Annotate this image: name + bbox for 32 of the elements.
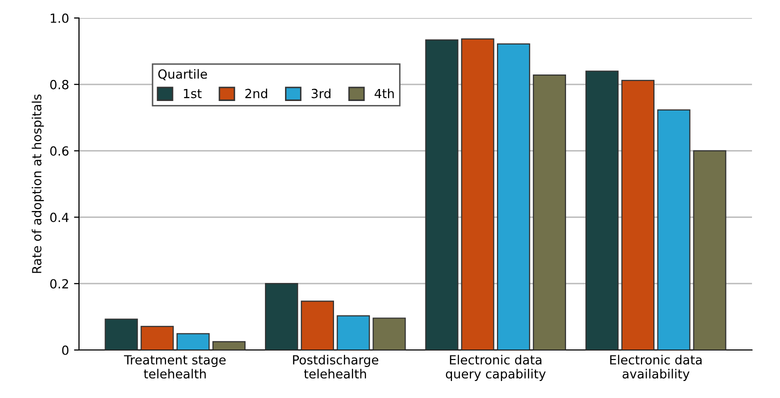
bar xyxy=(300,300,334,350)
x-tick-label: Electronic data query capability xyxy=(446,354,546,381)
legend-title: Quartile xyxy=(158,69,207,80)
bar xyxy=(693,150,726,350)
y-axis-title: Rate of adoption at hospitals xyxy=(32,94,44,273)
y-tick-label: 0.2 xyxy=(50,279,68,289)
y-tick-label: 0.4 xyxy=(50,212,69,222)
bar xyxy=(585,70,619,350)
bar xyxy=(425,39,458,350)
x-tick-label: Electronic data availability xyxy=(610,354,702,381)
bar xyxy=(176,333,210,350)
bar xyxy=(212,341,246,350)
bar xyxy=(657,109,690,350)
bar xyxy=(264,283,298,350)
x-tick-label: Treatment stage telehealth xyxy=(124,355,226,379)
y-tick-label: 0 xyxy=(62,345,68,355)
bar xyxy=(372,318,406,350)
bar xyxy=(532,74,566,350)
y-tick-label: 0.6 xyxy=(50,146,68,156)
bar xyxy=(461,38,494,350)
legend-label: 4th xyxy=(374,88,394,98)
bar xyxy=(621,80,654,350)
y-tick-label: 0.8 xyxy=(50,80,68,90)
bar xyxy=(104,318,138,350)
bar xyxy=(140,326,174,350)
legend-label: 3rd xyxy=(312,88,330,98)
bar xyxy=(336,315,370,350)
y-tick-label: 1.0 xyxy=(50,13,68,23)
x-tick-label: Postdischarge telehealth xyxy=(293,354,378,379)
bar xyxy=(496,43,530,350)
legend-label: 2nd xyxy=(245,88,268,98)
legend-label: 1st xyxy=(184,88,202,98)
